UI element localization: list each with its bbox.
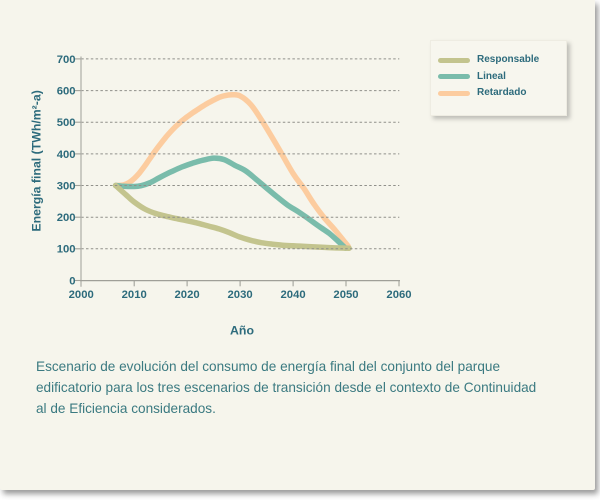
svg-text:2010: 2010 (122, 289, 147, 301)
svg-text:600: 600 (57, 86, 76, 98)
svg-text:2000: 2000 (69, 289, 94, 301)
svg-text:400: 400 (57, 149, 76, 161)
svg-text:2030: 2030 (228, 289, 253, 301)
svg-text:2020: 2020 (175, 289, 200, 301)
svg-text:Energía final (TWh/m²-a): Energía final (TWh/m²-a) (30, 90, 44, 231)
svg-text:200: 200 (57, 212, 76, 224)
svg-text:0: 0 (69, 275, 75, 287)
svg-text:300: 300 (57, 180, 76, 192)
svg-text:2060: 2060 (386, 289, 411, 301)
svg-text:2040: 2040 (281, 289, 306, 301)
svg-text:Año: Año (230, 323, 254, 337)
svg-text:2050: 2050 (333, 289, 358, 301)
svg-text:500: 500 (57, 117, 76, 129)
svg-text:700: 700 (57, 54, 76, 66)
svg-text:100: 100 (57, 244, 76, 256)
